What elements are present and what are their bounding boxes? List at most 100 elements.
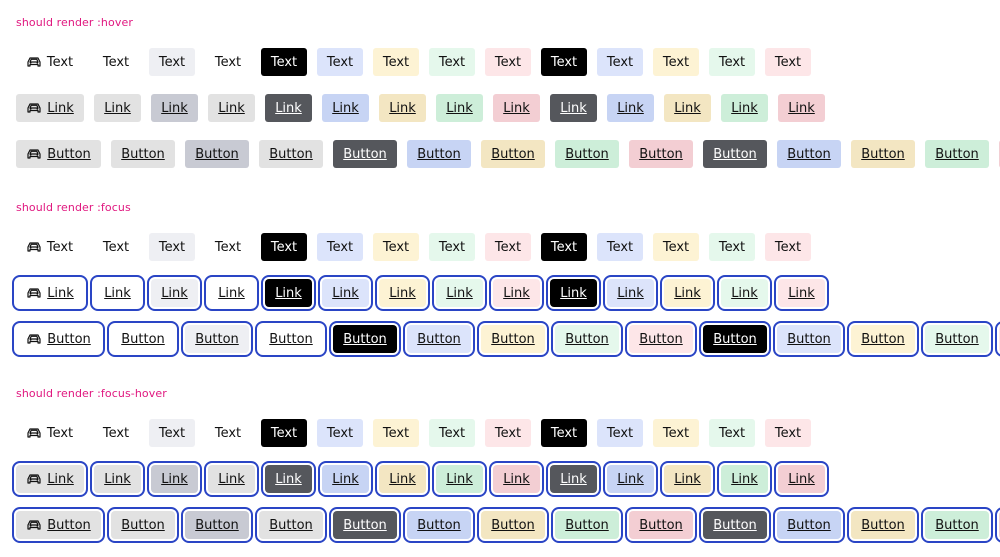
focus-button-gray-button-chip[interactable]: Button	[255, 321, 327, 357]
hover-link-yellow-link-chip[interactable]: Link	[664, 94, 711, 122]
hover-link-green-link-chip[interactable]: Link	[721, 94, 768, 122]
focus-link-green-link-chip[interactable]: Link	[432, 275, 487, 311]
hover-button-green-button-chip[interactable]: Button	[555, 140, 619, 168]
focus-link-blue-link-chip[interactable]: Link	[318, 275, 373, 311]
link-label: Link	[218, 471, 245, 487]
hover-button-gray-with-icon-button-chip[interactable]: Button	[16, 140, 101, 168]
hover-text-dark-text-chip: Text	[261, 48, 307, 76]
focus-button-dark-button-chip[interactable]: Button	[329, 321, 401, 357]
focus-link-gray-link-chip[interactable]: Link	[204, 275, 259, 311]
focus-hover-link-gray-link-chip[interactable]: Link	[90, 461, 145, 497]
hover-link-red-link-chip[interactable]: Link	[778, 94, 825, 122]
hover-button-neutral-button-chip[interactable]: Button	[185, 140, 249, 168]
hover-button-dark-button-chip[interactable]: Button	[703, 140, 767, 168]
focus-hover-button-yellow-button-chip[interactable]: Button	[847, 507, 919, 543]
hover-link-blue-link-chip[interactable]: Link	[607, 94, 654, 122]
focus-link-dark-link-chip[interactable]: Link	[261, 275, 316, 311]
focus-hover-button-red-button-chip[interactable]: Button	[625, 507, 697, 543]
focus-button-yellow-button-chip[interactable]: Button	[477, 321, 549, 357]
link-label: Link	[446, 100, 473, 116]
focus-button-green-button-chip[interactable]: Button	[551, 321, 623, 357]
focus-hover-button-dark-button-chip[interactable]: Button	[699, 507, 771, 543]
focus-button-yellow-button-chip[interactable]: Button	[847, 321, 919, 357]
focus-button-gray-with-icon-button-chip[interactable]: Button	[12, 321, 105, 357]
focus-hover-link-gray-link-chip[interactable]: Link	[204, 461, 259, 497]
focus-hover-link-yellow-link-chip[interactable]: Link	[660, 461, 715, 497]
hover-link-gray-link-chip[interactable]: Link	[94, 94, 141, 122]
focus-button-blue-button-chip[interactable]: Button	[773, 321, 845, 357]
hover-link-dark-link-chip[interactable]: Link	[550, 94, 597, 122]
focus-hover-link-dark-link-chip[interactable]: Link	[546, 461, 601, 497]
button-label: Button	[47, 146, 91, 162]
focus-hover-link-yellow-link-chip[interactable]: Link	[375, 461, 430, 497]
focus-hover-button-green-button-chip[interactable]: Button	[551, 507, 623, 543]
hover-button-yellow-button-chip[interactable]: Button	[481, 140, 545, 168]
text-label: Text	[718, 425, 746, 441]
focus-hover-button-gray-button-chip[interactable]: Button	[107, 507, 179, 543]
hover-link-dark-link-chip[interactable]: Link	[265, 94, 312, 122]
focus-link-gray-link-chip[interactable]: Link	[90, 275, 145, 311]
hover-link-green-link-chip[interactable]: Link	[436, 94, 483, 122]
focus-button-blue-button-chip[interactable]: Button	[403, 321, 475, 357]
focus-link-red-link-chip[interactable]: Link	[489, 275, 544, 311]
focus-text-dark-text-chip: Text	[261, 233, 307, 261]
hover-button-gray-button-chip[interactable]: Button	[259, 140, 323, 168]
focus-hover-button-neutral-button-chip[interactable]: Button	[181, 507, 253, 543]
hover-button-blue-button-chip[interactable]: Button	[777, 140, 841, 168]
focus-link-neutral-link-chip[interactable]: Link	[147, 275, 202, 311]
hover-button-red-button-chip[interactable]: Button	[629, 140, 693, 168]
hover-link-gray-link-chip[interactable]: Link	[208, 94, 255, 122]
focus-button-dark-button-chip[interactable]: Button	[699, 321, 771, 357]
focus-link-green-link-chip[interactable]: Link	[717, 275, 772, 311]
hover-link-gray-with-icon-link-chip[interactable]: Link	[16, 94, 84, 122]
focus-hover-button-green-button-chip[interactable]: Button	[921, 507, 993, 543]
focus-hover-link-green-link-chip[interactable]: Link	[432, 461, 487, 497]
focus-hover-link-neutral-link-chip[interactable]: Link	[147, 461, 202, 497]
link-label: Link	[503, 285, 530, 301]
button-label: Button	[861, 146, 905, 162]
link-label: Link	[617, 471, 644, 487]
hover-link-neutral-link-chip[interactable]: Link	[151, 94, 198, 122]
focus-hover-link-dark-link-chip[interactable]: Link	[261, 461, 316, 497]
link-label: Link	[275, 471, 302, 487]
hover-button-blue-button-chip[interactable]: Button	[407, 140, 471, 168]
focus-hover-link-green-link-chip[interactable]: Link	[717, 461, 772, 497]
focus-button-green-button-chip[interactable]: Button	[921, 321, 993, 357]
focus-hover-button-gray-button-chip[interactable]: Button	[255, 507, 327, 543]
hover-button-green-button-chip[interactable]: Button	[925, 140, 989, 168]
focus-hover-button-gray-with-icon-button-chip[interactable]: Button	[12, 507, 105, 543]
hover-link-red-link-chip[interactable]: Link	[493, 94, 540, 122]
focus-button-neutral-button-chip[interactable]: Button	[181, 321, 253, 357]
focus-button-gray-button-chip[interactable]: Button	[107, 321, 179, 357]
link-label: Link	[674, 100, 701, 116]
focus-hover-link-blue-link-chip[interactable]: Link	[318, 461, 373, 497]
focus-hover-link-red-link-chip[interactable]: Link	[489, 461, 544, 497]
button-label: Button	[713, 517, 757, 533]
hover-link-yellow-link-chip[interactable]: Link	[379, 94, 426, 122]
hover-text-none-text-chip: Text	[93, 48, 139, 76]
hover-button-yellow-button-chip[interactable]: Button	[851, 140, 915, 168]
focus-hover-button-dark-button-chip[interactable]: Button	[329, 507, 401, 543]
focus-hover-button-blue-button-chip[interactable]: Button	[773, 507, 845, 543]
link-label: Link	[332, 100, 359, 116]
car-icon	[26, 519, 42, 531]
hover-button-dark-button-chip[interactable]: Button	[333, 140, 397, 168]
focus-link-yellow-link-chip[interactable]: Link	[660, 275, 715, 311]
focus-link-gray-with-icon-link-chip[interactable]: Link	[12, 275, 88, 311]
focus-button-red-button-chip[interactable]: Button	[625, 321, 697, 357]
hover-link-blue-link-chip[interactable]: Link	[322, 94, 369, 122]
focus-text-green-text-chip: Text	[429, 233, 475, 261]
focus-link-dark-link-chip[interactable]: Link	[546, 275, 601, 311]
focus-hover-button-blue-button-chip[interactable]: Button	[403, 507, 475, 543]
focus-link-yellow-link-chip[interactable]: Link	[375, 275, 430, 311]
focus-hover-link-blue-link-chip[interactable]: Link	[603, 461, 658, 497]
focus-hover-button-yellow-button-chip[interactable]: Button	[477, 507, 549, 543]
focus-hover-link-red-link-chip[interactable]: Link	[774, 461, 829, 497]
hover-text-blue-text-chip: Text	[597, 48, 643, 76]
focus-hover-link-gray-with-icon-link-chip[interactable]: Link	[12, 461, 88, 497]
hover-button-gray-button-chip[interactable]: Button	[111, 140, 175, 168]
focus-link-blue-link-chip[interactable]: Link	[603, 275, 658, 311]
link-label: Link	[788, 285, 815, 301]
focus-link-red-link-chip[interactable]: Link	[774, 275, 829, 311]
text-label: Text	[662, 239, 690, 255]
